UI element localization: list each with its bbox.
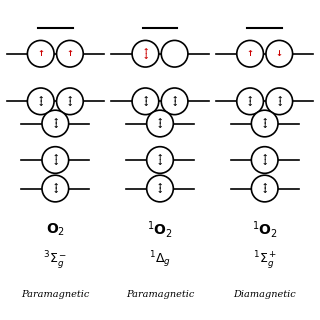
- Circle shape: [147, 175, 173, 202]
- Text: ↑: ↑: [37, 49, 44, 58]
- Text: ↓: ↓: [157, 158, 163, 167]
- Circle shape: [42, 147, 68, 173]
- Text: ↑: ↑: [37, 94, 44, 104]
- Circle shape: [147, 110, 173, 137]
- Circle shape: [251, 147, 278, 173]
- Circle shape: [161, 40, 188, 67]
- Circle shape: [28, 88, 54, 115]
- Text: ↑: ↑: [67, 94, 73, 104]
- Text: ↓: ↓: [52, 186, 59, 195]
- Text: ↓: ↓: [52, 121, 59, 130]
- Text: ↑: ↑: [261, 153, 268, 162]
- Text: ↑: ↑: [247, 49, 253, 58]
- Circle shape: [251, 175, 278, 202]
- Circle shape: [266, 40, 292, 67]
- Text: ↓: ↓: [261, 186, 268, 195]
- Circle shape: [132, 40, 159, 67]
- Text: ↓: ↓: [261, 158, 268, 167]
- Text: Paramagnetic: Paramagnetic: [126, 290, 194, 299]
- Circle shape: [57, 88, 83, 115]
- Text: $^1\Sigma_g^+$: $^1\Sigma_g^+$: [252, 249, 277, 271]
- Text: ↑: ↑: [142, 47, 148, 56]
- Text: ↓: ↓: [157, 186, 163, 195]
- Text: ↑: ↑: [67, 49, 73, 58]
- Text: ↓: ↓: [157, 121, 163, 130]
- Text: ↓: ↓: [52, 158, 59, 167]
- Text: Diamagnetic: Diamagnetic: [233, 290, 296, 299]
- Text: ↓: ↓: [172, 99, 178, 108]
- Text: $^1\Delta_g$: $^1\Delta_g$: [149, 250, 171, 270]
- Text: ↓: ↓: [67, 99, 73, 108]
- Text: O$_2$: O$_2$: [46, 221, 65, 238]
- Text: ↑: ↑: [261, 182, 268, 191]
- Text: ↑: ↑: [52, 117, 59, 126]
- Text: $^3\Sigma_g^-$: $^3\Sigma_g^-$: [43, 249, 68, 271]
- Circle shape: [147, 147, 173, 173]
- Text: ↓: ↓: [276, 49, 283, 58]
- Text: ↓: ↓: [142, 52, 148, 60]
- Circle shape: [237, 88, 263, 115]
- Text: ↑: ↑: [261, 117, 268, 126]
- Text: ↓: ↓: [142, 99, 148, 108]
- Text: ↓: ↓: [276, 99, 283, 108]
- Circle shape: [237, 40, 263, 67]
- Text: ↓: ↓: [37, 99, 44, 108]
- Circle shape: [251, 110, 278, 137]
- Circle shape: [132, 88, 159, 115]
- Circle shape: [161, 88, 188, 115]
- Text: ↓: ↓: [247, 99, 253, 108]
- Text: ↑: ↑: [157, 153, 163, 162]
- Text: ↑: ↑: [276, 94, 283, 104]
- Text: ↑: ↑: [157, 117, 163, 126]
- Circle shape: [266, 88, 292, 115]
- Circle shape: [57, 40, 83, 67]
- Circle shape: [42, 175, 68, 202]
- Text: $^1$O$_2$: $^1$O$_2$: [252, 219, 278, 240]
- Text: ↑: ↑: [52, 182, 59, 191]
- Circle shape: [42, 110, 68, 137]
- Text: ↑: ↑: [52, 153, 59, 162]
- Text: ↓: ↓: [261, 121, 268, 130]
- Text: $^1$O$_2$: $^1$O$_2$: [147, 219, 173, 240]
- Text: ↑: ↑: [247, 94, 253, 104]
- Text: Paramagnetic: Paramagnetic: [21, 290, 90, 299]
- Text: ↑: ↑: [142, 94, 148, 104]
- Circle shape: [28, 40, 54, 67]
- Text: ↑: ↑: [172, 94, 178, 104]
- Text: ↑: ↑: [157, 182, 163, 191]
